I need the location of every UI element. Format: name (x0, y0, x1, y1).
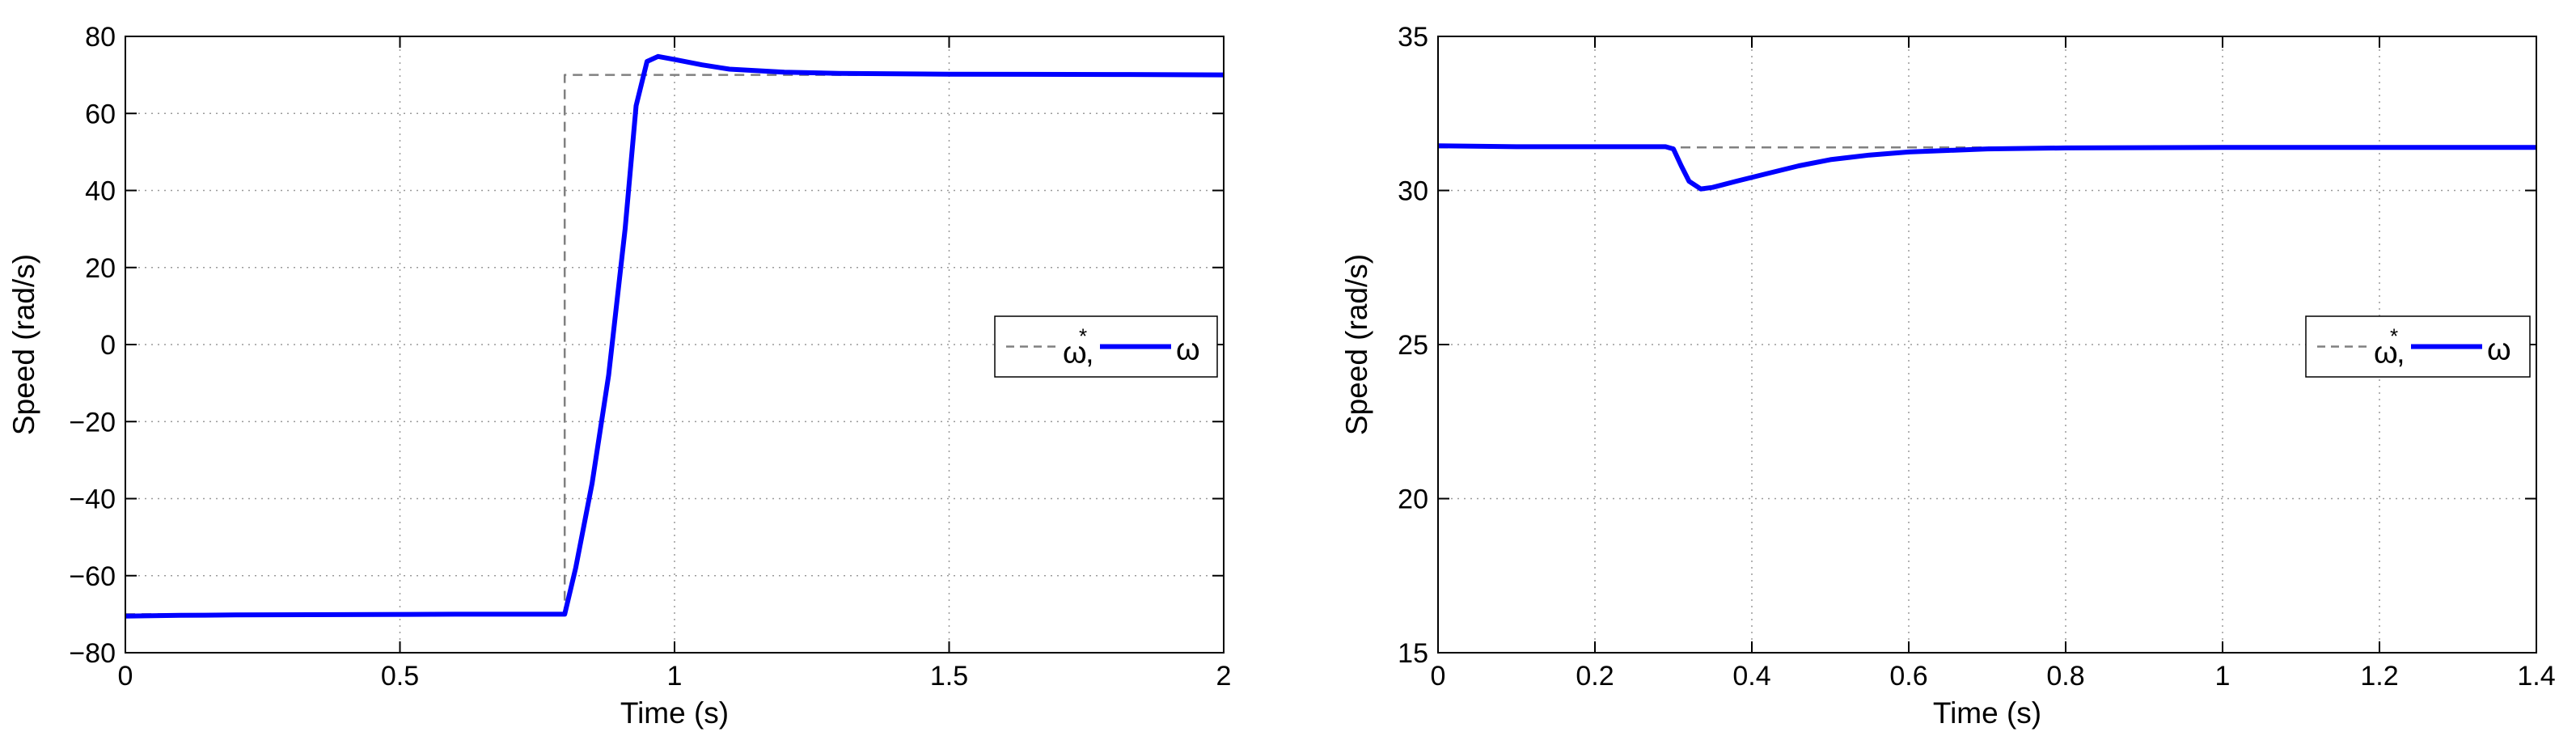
legend-superscript: * (1079, 324, 1087, 349)
measured-speed-line (1437, 143, 2536, 192)
measured-speed-line (125, 53, 1225, 619)
x-tick-label: 0.6 (1889, 661, 1927, 692)
y-tick-label: 0 (100, 330, 116, 361)
y-tick-label: −40 (69, 484, 116, 515)
legend-separator: , (1085, 336, 1094, 370)
x-axis-label: Time (s) (1933, 696, 2041, 730)
legend-measured-symbol: ω (1176, 333, 1200, 367)
y-tick-label: 40 (85, 176, 116, 207)
y-tick-label: 35 (1398, 22, 1428, 53)
x-axis-label: Time (s) (620, 696, 729, 730)
y-tick-label: 20 (85, 253, 116, 284)
x-tick-label: 1.5 (930, 661, 968, 692)
x-tick-label: 0.5 (381, 661, 419, 692)
legend: ω*, ω (2305, 315, 2531, 378)
y-axis-label: Speed (rad/s) (1340, 254, 1373, 435)
chart-right: 0 0.2 0.4 0.6 0.8 1 1.2 1.4 15 20 25 30 35 Time (s) Sp… (1340, 22, 2556, 730)
y-tick-label: −60 (69, 561, 116, 592)
legend-reference-symbol: ω (1063, 336, 1087, 370)
x-tick-label: 1.4 (2517, 661, 2555, 692)
x-tick-label: 1 (667, 661, 683, 692)
x-tick-label: 1 (2215, 661, 2231, 692)
y-axis-label: Speed (rad/s) (7, 254, 40, 435)
y-tick-label: −20 (69, 407, 116, 438)
y-tick-label: 25 (1398, 330, 1428, 361)
x-tick-label: 2 (1216, 661, 1232, 692)
x-tick-label: 0 (1431, 661, 1446, 692)
x-tick-label: 1.2 (2360, 661, 2398, 692)
y-tick-label: 60 (85, 99, 116, 129)
legend-reference-symbol: ω (2374, 336, 2398, 370)
y-tick-label: 20 (1398, 484, 1428, 515)
y-tick-label: 30 (1398, 176, 1428, 207)
legend-measured-symbol: ω (2487, 333, 2511, 367)
y-tick-label: −80 (69, 638, 116, 669)
legend-separator: , (2396, 336, 2405, 370)
y-tick-label: 15 (1398, 638, 1428, 669)
x-tick-label: 0.4 (1732, 661, 1770, 692)
chart-left: 0 0.5 1 1.5 2 −80 −60 −40 −20 0 20 40 60 80 Time (s) Sp… (7, 22, 1231, 730)
x-tick-label: 0 (118, 661, 133, 692)
x-tick-label: 0.2 (1576, 661, 1614, 692)
legend: ω*, ω (994, 315, 1218, 378)
legend-superscript: * (2390, 324, 2398, 349)
y-tick-label: 80 (85, 22, 116, 53)
x-tick-label: 0.8 (2046, 661, 2084, 692)
